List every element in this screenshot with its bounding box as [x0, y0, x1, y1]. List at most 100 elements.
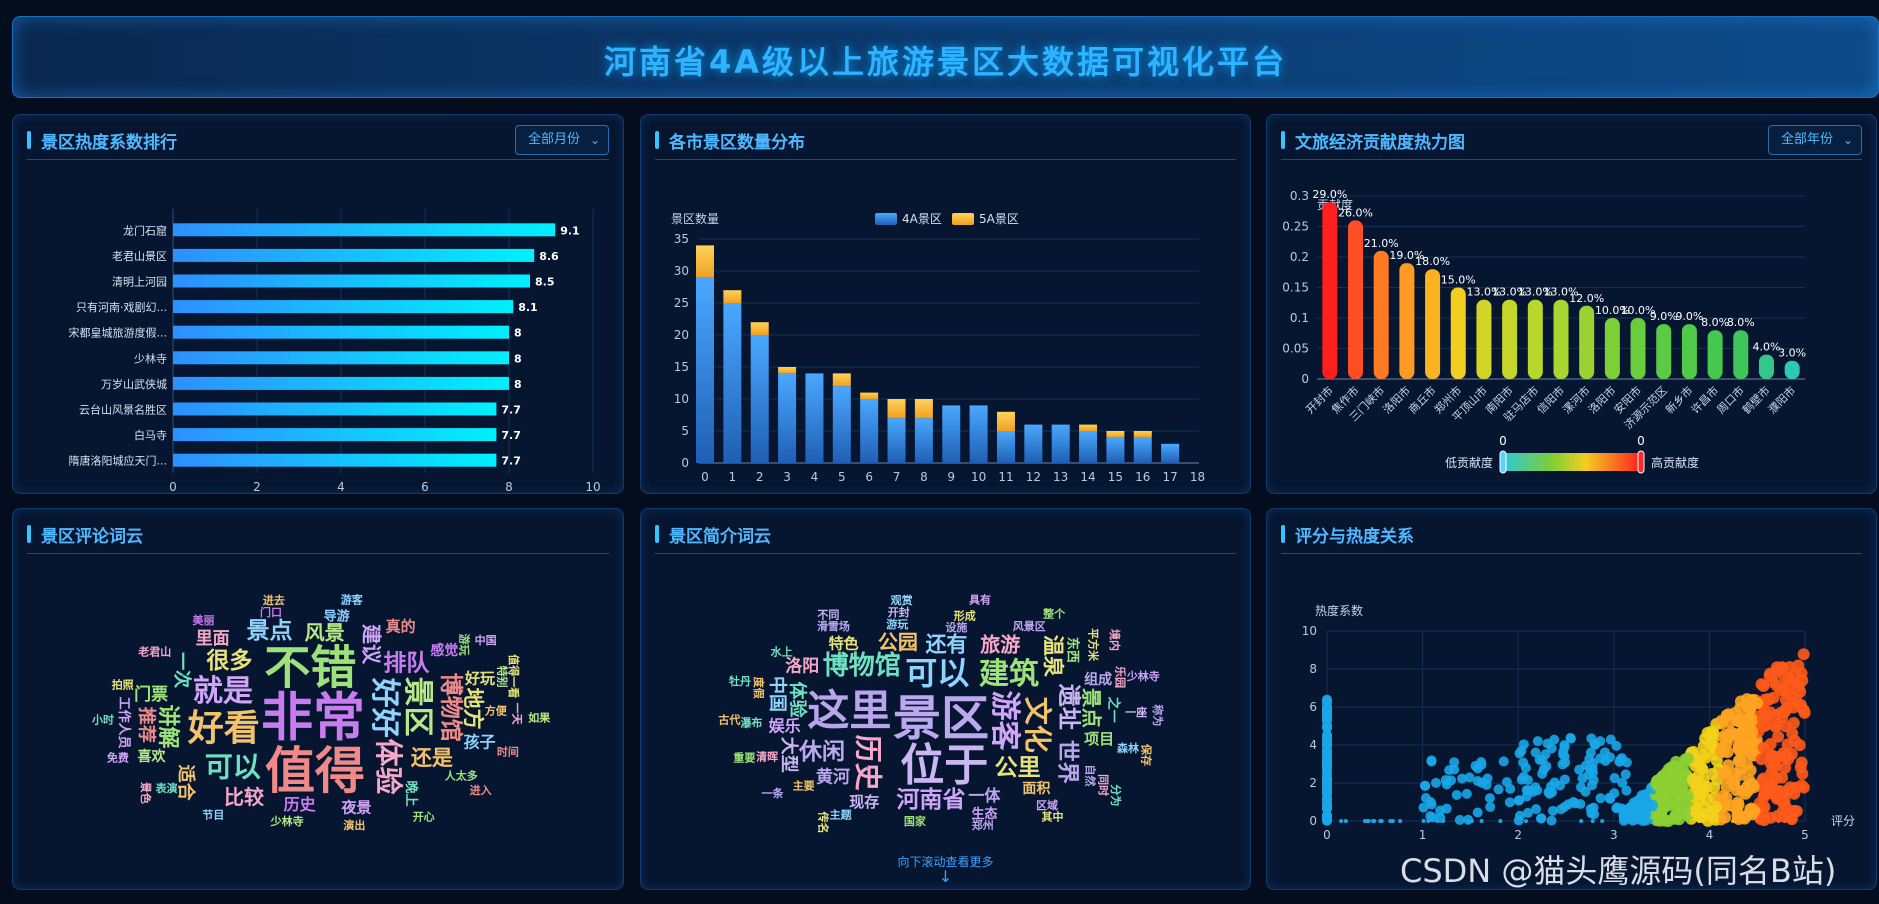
visualmap-bar [1503, 453, 1641, 471]
panel-intro: 景区简介词云 景区 位于 这里 可以 游客 建筑 文化 历史 博物馆 公里 休闲 遗址 世界 还有 河南省景… [640, 508, 1251, 890]
bar [1604, 318, 1620, 379]
header-banner: 河南省4A级以上旅游景区大数据可视化平台 [12, 16, 1879, 98]
bar-5a [778, 367, 797, 374]
scatter-point [1446, 775, 1457, 786]
rank-chart: 0 2 4 6 8 10 龙门石窟 9.1 老君山景区 8.6 清明上河园 8.5 只有河南·戏剧幻..… [69, 209, 601, 493]
y-tick-label: 8 [1309, 662, 1317, 676]
cloud-word: 时间 [497, 744, 519, 758]
bar-5a [887, 399, 906, 419]
scatter-point [1548, 805, 1559, 816]
x-tick-label: 1 [729, 470, 737, 484]
cloud-word: 中国 [475, 633, 497, 647]
scatter-point [1690, 784, 1703, 797]
cloud-word: 少林寺 [270, 814, 304, 828]
scroll-more-link[interactable]: 向下滚动查看更多 ↓ [641, 853, 1250, 885]
data-label: 9.0% [1675, 310, 1703, 323]
scatter-point [1322, 721, 1332, 732]
scatter-point [1696, 819, 1701, 823]
x-tick-label: 5 [1801, 828, 1809, 842]
bar [173, 453, 497, 467]
scatter-point [1714, 746, 1727, 759]
y-tick-label: 10 [674, 392, 689, 406]
cloud-word: 景区 [893, 690, 989, 746]
bar [1579, 305, 1595, 379]
cloud-word: 世界 [1055, 740, 1080, 784]
cloud-word: 公园 [878, 630, 918, 654]
x-tick-label: 鹤壁市 [1739, 383, 1772, 416]
cloud-word: 人太多 [445, 768, 478, 782]
scatter-point [1587, 767, 1598, 778]
scatter-point [1796, 767, 1809, 780]
cloud-word: 一天 [511, 703, 524, 726]
bar [1784, 360, 1800, 379]
year-select[interactable]: 全部年份 ⌄ [1767, 125, 1862, 155]
month-select[interactable]: 全部月份 ⌄ [514, 125, 609, 155]
data-label: 7.7 [501, 429, 521, 442]
scatter-point [1449, 757, 1460, 768]
data-label: 7.7 [501, 455, 521, 468]
cloud-word: 旅游 [980, 632, 1020, 656]
scatter-point [1472, 807, 1483, 818]
scatter-point [1617, 803, 1628, 814]
cloud-word: 面积 [1022, 780, 1050, 797]
scatter-point [1785, 748, 1798, 761]
scatter-point [1611, 740, 1622, 751]
bar [1630, 318, 1646, 379]
bar [173, 274, 530, 288]
scatter-point [1558, 746, 1569, 757]
scatter-point [1756, 713, 1769, 726]
cloud-word: 拍照 [112, 677, 134, 691]
cloud-word: 景色 [139, 781, 153, 804]
scatter-point [1781, 738, 1794, 751]
x-tick-label: 10 [585, 480, 600, 493]
scatter-point [1469, 819, 1474, 823]
data-label: 8 [514, 378, 522, 391]
scatter-point [1481, 779, 1492, 790]
y-tick-label: 5 [681, 424, 689, 438]
legend-label: 4A景区 [902, 212, 942, 226]
y-tick-label: 0.15 [1282, 281, 1309, 295]
cloud-word: 如果 [528, 710, 550, 724]
cloud-word: 项目 [1084, 730, 1114, 748]
cloud-word: 导游 [324, 608, 350, 624]
scatter-point [1705, 804, 1718, 817]
cloud-word: 平方米 [1087, 628, 1101, 662]
scatter-point [1516, 774, 1527, 785]
scatter-point [1747, 781, 1760, 794]
scatter-point [1621, 785, 1632, 796]
cloud-word: 森林 [1117, 741, 1139, 755]
panel-heat-title-text: 文旅经济贡献度热力图 [1295, 132, 1465, 153]
scatter-point [1575, 782, 1586, 793]
cloud-word: 还是 [410, 746, 453, 770]
scatter-point [1704, 738, 1717, 751]
bar-4a [969, 405, 988, 463]
panel-heat: 文旅经济贡献度热力图 全部年份⌄ 贡献度00.050.10.150.20.250… [1266, 114, 1877, 494]
scatter-point [1779, 693, 1792, 706]
x-tick-label: 17 [1162, 470, 1177, 484]
scatter-point [1767, 691, 1780, 704]
category-label: 万岁山武侠城 [101, 377, 167, 391]
scatter-point [1457, 773, 1468, 784]
y-tick-label: 30 [674, 264, 689, 278]
bar [1681, 324, 1697, 379]
bar [1656, 324, 1672, 379]
scatter-point [1682, 752, 1695, 765]
legend-swatch [952, 213, 974, 225]
data-label: 8.0% [1727, 316, 1755, 329]
cloud-word: 体验 [786, 681, 808, 718]
scatter-point [1755, 753, 1768, 766]
bar [173, 300, 514, 314]
y-tick-label: 0.2 [1290, 250, 1309, 264]
scatter-point [1654, 780, 1667, 793]
x-tick-label: 4 [337, 480, 345, 493]
cloud-word: 黄河 [816, 767, 850, 788]
cloud-word: 游客 [987, 690, 1022, 750]
scatter-point [1789, 692, 1802, 705]
panel-comments-title: 景区评论词云 [27, 523, 143, 547]
cloud-word: 工作人员 [116, 697, 132, 749]
scatter-point [1776, 819, 1781, 823]
cloud-word: 特色 [829, 635, 859, 653]
scatter-point [1590, 739, 1601, 750]
cloud-word: 游玩 [458, 634, 472, 656]
